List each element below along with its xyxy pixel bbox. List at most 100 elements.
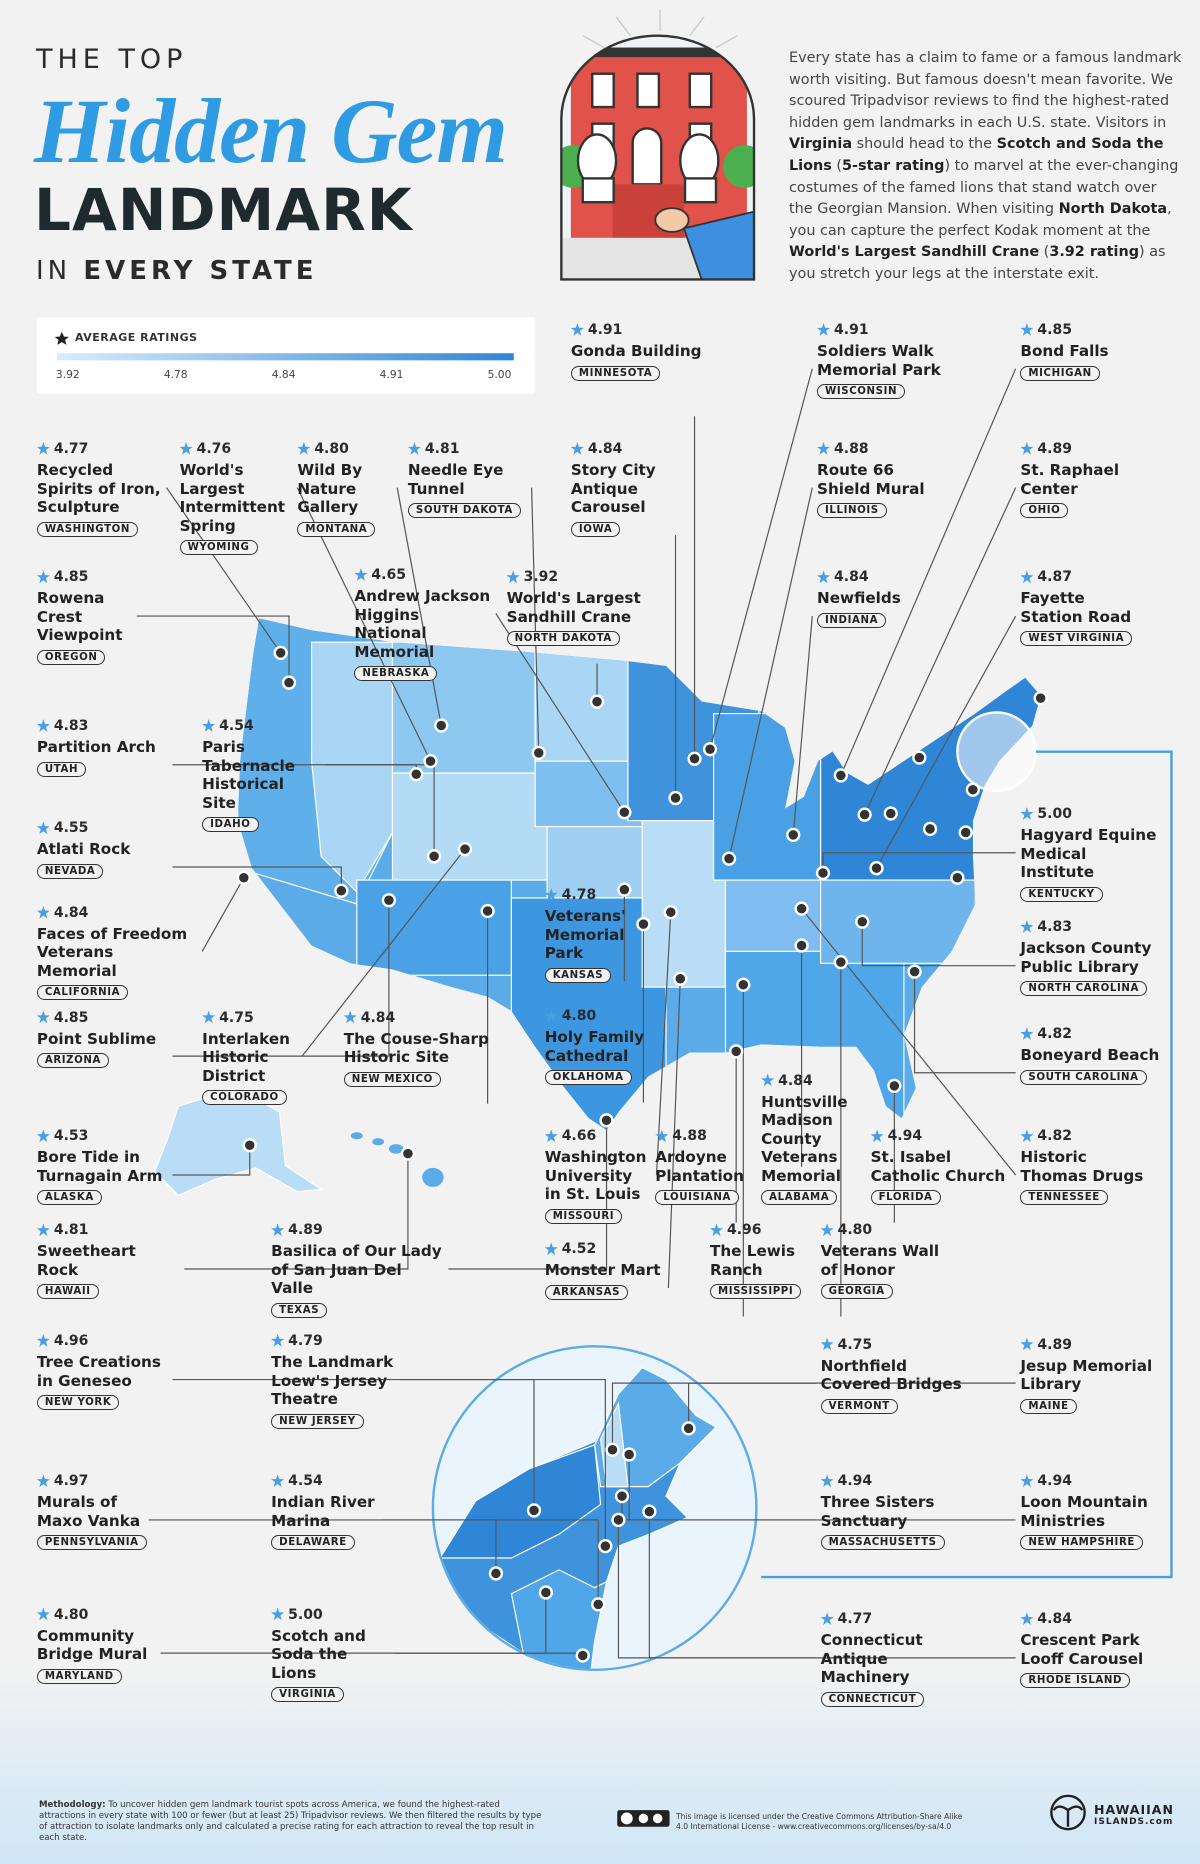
state-badge: FLORIDA: [870, 1190, 941, 1206]
state-badge: NEBRASKA: [354, 666, 438, 682]
landmark-name: Monster Mart: [544, 1261, 661, 1280]
location-dot: [480, 903, 495, 919]
location-dot: [457, 842, 473, 857]
location-dot: [786, 827, 801, 843]
state-badge: OHIO: [1020, 503, 1069, 519]
rating: 4.83: [37, 717, 168, 735]
landmark-entry: 4.91 Gonda Building MINNESOTA: [570, 321, 702, 381]
location-dot: [855, 914, 870, 929]
rating: 4.91: [817, 321, 960, 339]
state-badge: ALABAMA: [761, 1190, 838, 1206]
landmark-entry: 4.66 Washington University in St. Louis MI…: [544, 1127, 652, 1224]
rating: 4.85: [37, 1009, 168, 1027]
rating: 4.84: [817, 568, 936, 586]
location-dot: [531, 745, 546, 760]
landmark-name: Fayette Station Road: [1020, 589, 1132, 626]
landmark-entry: 4.85 Point Sublime ARIZONA: [36, 1009, 168, 1069]
landmark-entry: 4.96 Tree Creations in Geneseo NEW YORK: [36, 1332, 168, 1410]
location-dot: [409, 767, 424, 782]
state-badge: IDAHO: [202, 817, 259, 833]
location-dot: [589, 694, 605, 709]
rating: 4.77: [37, 440, 162, 458]
rating: 4.84: [344, 1009, 493, 1027]
landmark-entry: 4.94 St. Isabel Catholic Church FLORIDA: [870, 1127, 1008, 1206]
landmark-name: Loon Mountain Ministries: [1020, 1493, 1148, 1530]
intro-text: Every state has a claim to fame or a fam…: [789, 50, 1182, 131]
state-badge: NEW HAMPSHIRE: [1020, 1535, 1143, 1551]
location-dot: [794, 938, 809, 953]
landmark-name: Paris Tabernacle Historical Site: [202, 738, 296, 812]
rating: 4.89: [271, 1221, 443, 1239]
methodology-label: Methodology:: [39, 1800, 106, 1810]
location-dot: [334, 883, 349, 898]
state-badge: ARKANSAS: [544, 1284, 629, 1300]
leader-line: [172, 866, 342, 891]
rating: 4.88: [817, 440, 948, 458]
logo-text: HAWAIIAN: [1094, 1802, 1174, 1817]
state-badge: CALIFORNIA: [36, 985, 129, 1001]
location-dot: [599, 1113, 614, 1128]
landmark-entry: 4.53 Bore Tide in Turnagain Arm ALASKA: [36, 1127, 168, 1206]
landmark-name: Soldiers Walk Memorial Park: [817, 342, 941, 379]
location-dot: [617, 805, 632, 820]
landmark-name: Interlaken Historic District: [202, 1029, 290, 1085]
landmark-name: Gonda Building: [570, 342, 702, 361]
legend-tick-label: 4.84: [272, 368, 296, 381]
landmark-name: Atlati Rock: [36, 840, 131, 859]
landmark-name: Community Bridge Mural: [36, 1626, 148, 1664]
intro-text: North Dakota: [1058, 201, 1168, 218]
rating: 4.84: [37, 904, 198, 922]
landmark-name: Veterans' Memorial Park: [544, 907, 626, 963]
title-main: LANDMARK: [34, 176, 413, 244]
rating: 4.85: [37, 568, 132, 586]
methodology: Methodology: To uncover hidden gem landm…: [39, 1800, 544, 1844]
state-badge: MARYLAND: [36, 1668, 122, 1684]
state-badge: IOWA: [570, 521, 621, 537]
state-badge: OKLAHOMA: [544, 1070, 632, 1086]
rating: 4.79: [271, 1332, 396, 1350]
landmark-name: Recycled Spirits of Iron, Sculpture: [36, 461, 161, 517]
state-badge: GEORGIA: [820, 1284, 893, 1300]
location-dot: [400, 1146, 416, 1161]
state-badge: PENNSYLVANIA: [36, 1535, 147, 1551]
location-dot: [833, 955, 848, 970]
leader-line: [861, 921, 1016, 967]
location-dot: [575, 1648, 590, 1663]
location-dot: [702, 742, 718, 757]
illustration: [561, 35, 755, 280]
state-badge: NORTH DAKOTA: [506, 631, 620, 647]
rating: 4.66: [545, 1127, 652, 1145]
landmark-entry: 4.85 Rowena Crest Viewpoint OREGON: [36, 568, 132, 665]
rating: 4.94: [1020, 1472, 1151, 1490]
location-dot: [281, 675, 297, 690]
leader-line: [184, 1153, 409, 1270]
leader-line: [792, 616, 813, 835]
landmark-entry: 4.81 Sweetheart Rock HAWAII: [36, 1221, 180, 1300]
rating: 4.81: [408, 440, 527, 458]
leader-line: [495, 613, 625, 813]
intro-text: Scotch and Soda the Lions: [789, 136, 1164, 174]
state-badge: SOUTH DAKOTA: [407, 503, 521, 519]
state-badge: KANSAS: [544, 967, 612, 983]
location-dot: [833, 768, 848, 783]
landmark-entry: 4.54 Paris Tabernacle Historical Site IDAH…: [202, 717, 321, 833]
landmark-name: Partition Arch: [36, 738, 156, 757]
landmark-entry: 4.77 Connecticut Antique Machinery CONNECT…: [820, 1610, 976, 1707]
landmark-name: St. Isabel Catholic Church: [870, 1148, 1006, 1185]
landmark-entry: 4.80 Veterans Wall of Honor GEORGIA: [820, 1221, 940, 1300]
landmark-entry: 4.84 Newfields INDIANA: [817, 568, 936, 628]
landmark-entry: 5.00 Scotch and Soda the Lions VIRGINIA: [271, 1606, 390, 1703]
location-dot: [598, 1538, 613, 1554]
intro-text: (: [1039, 244, 1050, 261]
intro-text: World's Largest Sandhill Crane: [789, 244, 1040, 261]
landmark-name: Jackson County Public Library: [1020, 939, 1152, 976]
landmark-entry: 4.55 Atlati Rock NEVADA: [36, 819, 168, 879]
legend-gradient: [57, 353, 514, 361]
location-dot: [273, 645, 288, 661]
license: This image is licensed under the Creativ…: [676, 1812, 963, 1831]
landmark-name: Andrew Jackson Higgins National Memorial: [354, 587, 491, 661]
landmark-name: The Lewis Ranch: [710, 1242, 796, 1279]
landmark-name: Crescent Park Looff Carousel: [1020, 1631, 1144, 1668]
landmark-entry: 4.75 Interlaken Historic District COLORADO: [202, 1009, 297, 1106]
leader-line: [688, 1382, 1016, 1429]
